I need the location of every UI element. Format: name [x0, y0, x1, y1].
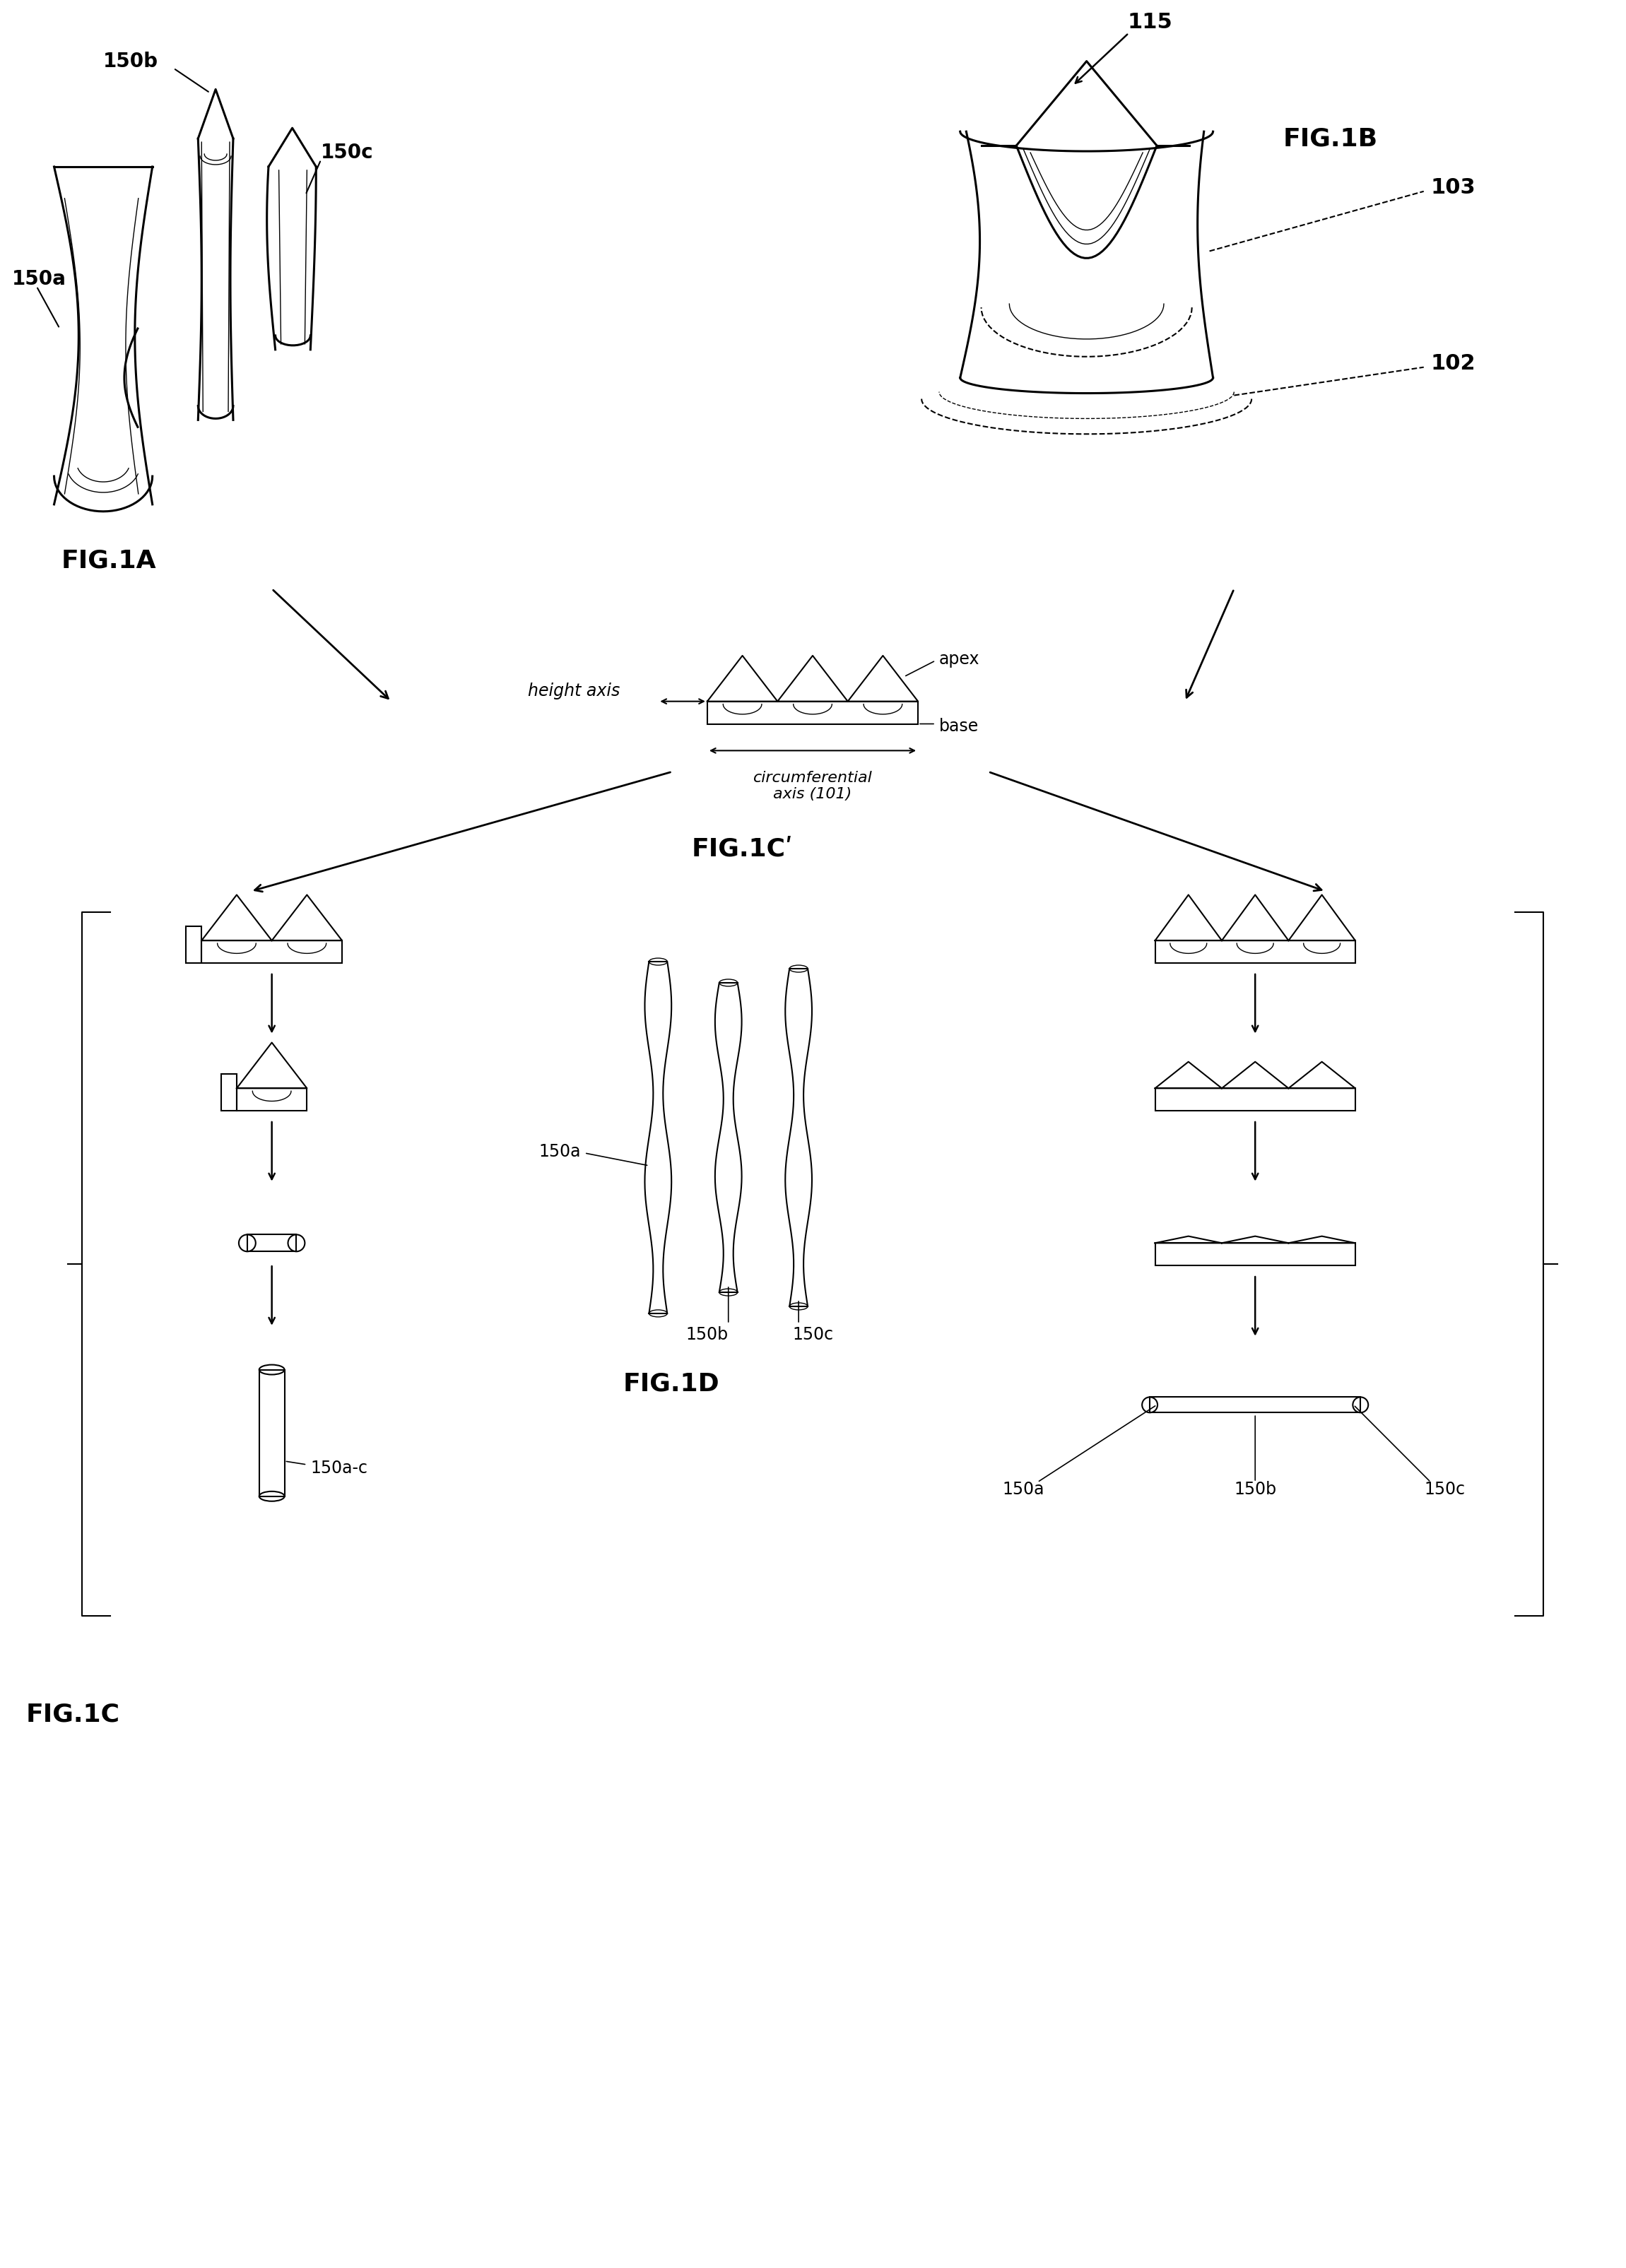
- Text: 150a-c: 150a-c: [311, 1461, 367, 1476]
- Text: 115: 115: [1127, 11, 1172, 32]
- Bar: [259, 1370, 285, 1497]
- Text: FIG.1Cʹ: FIG.1Cʹ: [691, 837, 793, 862]
- Text: FIG.1A: FIG.1A: [62, 549, 156, 574]
- Text: 150b: 150b: [686, 1327, 728, 1343]
- Text: 150c: 150c: [1424, 1481, 1465, 1497]
- Text: height axis: height axis: [528, 683, 620, 699]
- Bar: [707, 701, 919, 723]
- Text: 150a: 150a: [1002, 1481, 1044, 1497]
- Text: 150b: 150b: [1234, 1481, 1276, 1497]
- Text: circumferential
axis (101): circumferential axis (101): [753, 771, 872, 801]
- Bar: [1154, 1089, 1354, 1111]
- Text: FIG.1D: FIG.1D: [623, 1372, 720, 1395]
- Text: 102: 102: [1431, 354, 1476, 374]
- Text: 150b: 150b: [102, 52, 158, 70]
- Text: 150c: 150c: [320, 143, 374, 163]
- Text: base: base: [940, 717, 979, 735]
- Text: 150a: 150a: [11, 270, 67, 288]
- Bar: [247, 1234, 296, 1252]
- Bar: [1154, 941, 1354, 964]
- Bar: [202, 941, 341, 964]
- Bar: [1150, 1397, 1361, 1413]
- Bar: [221, 1075, 237, 1111]
- Bar: [185, 925, 202, 964]
- Bar: [1154, 1243, 1354, 1266]
- Text: 150c: 150c: [792, 1327, 833, 1343]
- Text: FIG.1B: FIG.1B: [1283, 127, 1377, 150]
- Text: FIG.1C: FIG.1C: [26, 1703, 120, 1726]
- Text: 103: 103: [1431, 177, 1476, 197]
- Text: apex: apex: [940, 651, 980, 667]
- Bar: [237, 1089, 307, 1111]
- Text: 150a: 150a: [538, 1143, 580, 1159]
